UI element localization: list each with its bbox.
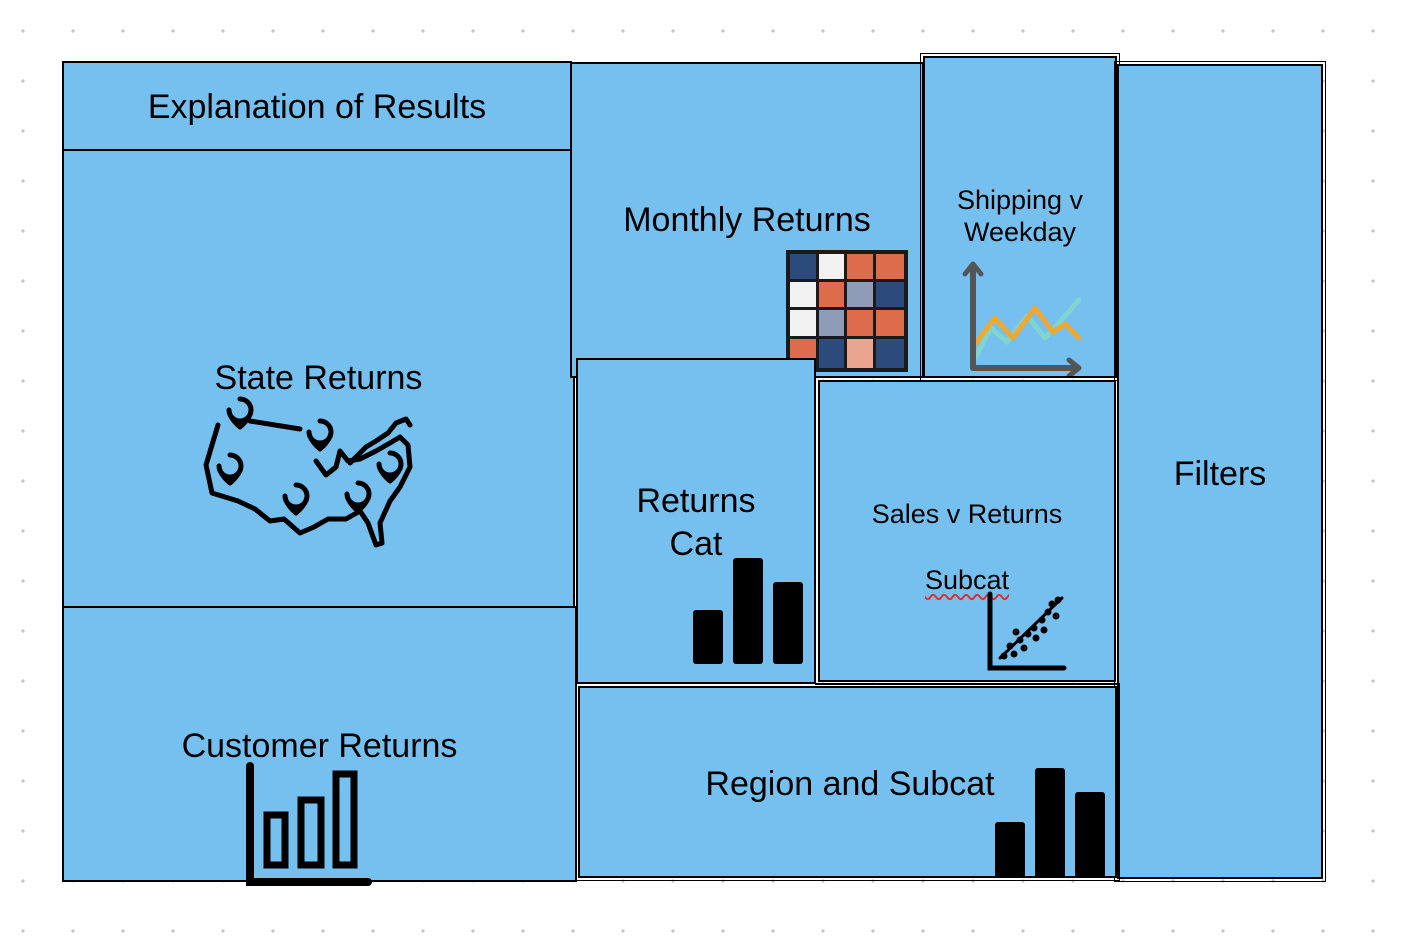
us-map-pins-icon [203,396,413,548]
panel-returns-cat[interactable]: Returns Cat [576,358,816,684]
heatmap-grid-icon [786,250,908,372]
bar-chart-outline-icon [246,762,372,886]
scatter-plot-icon [987,591,1067,671]
panel-region-and-subcat[interactable]: Region and Subcat [575,683,1120,881]
bar-chart-icon [693,558,803,664]
panel-title-line2: Subcat [924,565,1010,596]
panel-title: Explanation of Results [147,88,487,126]
bar-chart-icon [995,768,1105,878]
panel-sales-v-returns-subcat[interactable]: Sales v Returns Subcat [815,377,1119,685]
panel-monthly-returns[interactable]: Monthly Returns [570,62,924,378]
panel-title-line1: Sales v Returns [871,499,1063,529]
panel-title: State Returns [214,359,423,397]
panel-title: Filters [1173,455,1267,493]
panel-title: Shipping v Weekday [956,185,1084,248]
panel-state-returns[interactable]: State Returns [62,149,575,608]
panel-explanation-of-results[interactable]: Explanation of Results [62,61,572,151]
panel-title: Monthly Returns [623,201,871,239]
line-chart-icon [962,261,1082,376]
panel-filters[interactable]: Filters [1114,61,1326,882]
panel-customer-returns[interactable]: Customer Returns [62,606,577,886]
panel-title: Returns Cat [636,482,756,563]
panel-title: Customer Returns [181,727,458,765]
panel-title-line2-wrap: Subcat [820,532,1114,597]
panel-shipping-v-weekday[interactable]: Shipping v Weekday [920,53,1120,381]
panel-title: Region and Subcat [705,765,995,803]
